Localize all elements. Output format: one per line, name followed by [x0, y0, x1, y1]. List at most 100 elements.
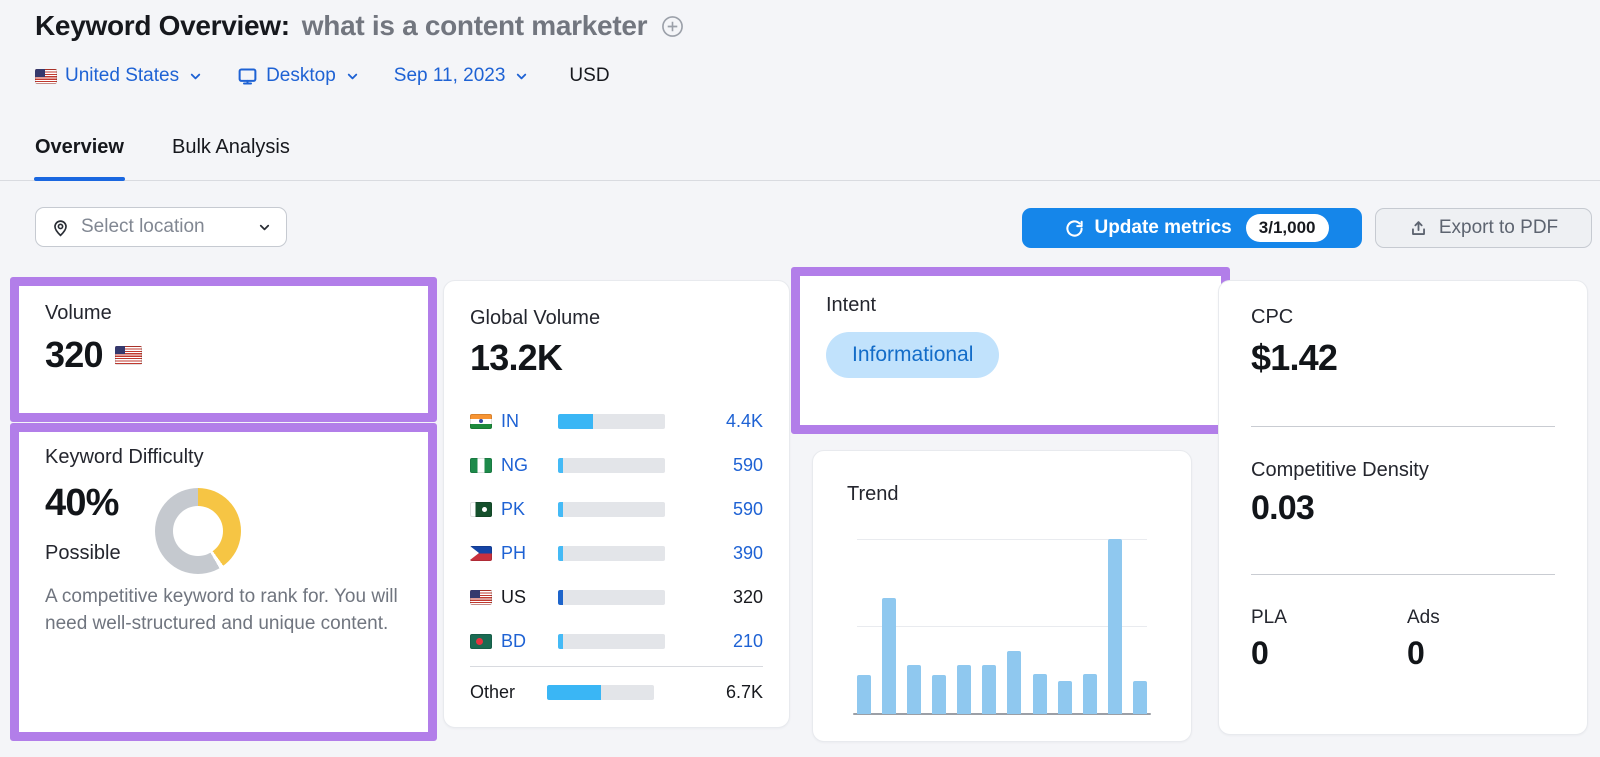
update-metrics-button[interactable]: Update metrics 3/1,000 [1022, 208, 1362, 248]
volume-bar-track [558, 501, 665, 517]
in-flag-icon [470, 413, 492, 429]
trend-title: Trend [847, 483, 899, 505]
trend-bar [1132, 681, 1147, 714]
us-flag-icon [35, 68, 57, 84]
volume-card-title: Volume [45, 302, 112, 324]
page-title: Keyword Overview: [35, 10, 290, 41]
device-filter[interactable]: Desktop [237, 65, 360, 87]
keyword-difficulty-title: Keyword Difficulty [45, 446, 204, 468]
select-location-label: Select location [81, 216, 205, 237]
country-code-label[interactable]: NG [501, 454, 528, 475]
us-flag-icon [114, 345, 142, 365]
pla-value: 0 [1251, 635, 1269, 671]
country-code-label[interactable]: BD [501, 630, 527, 651]
cpc-value: $1.42 [1251, 337, 1338, 378]
chevron-down-icon [188, 69, 203, 84]
global-volume-row: US 320 [470, 575, 763, 619]
add-keyword-icon[interactable] [661, 15, 684, 38]
volume-bar-track [558, 457, 665, 473]
volume-bar-fill [558, 589, 563, 605]
global-volume-rows: IN 4.4K NG 590 PK 590 PH 390 US 320 BD 210 Other 6.7K [470, 399, 763, 714]
filters-row: United States Desktop Sep 11, 2023 USD [35, 60, 610, 92]
trend-bar [1032, 674, 1047, 714]
cpc-card: CPC $1.42 Competitive Density 0.03 PLA 0… [1218, 280, 1588, 735]
country-code-label[interactable]: PH [501, 542, 527, 563]
trend-bar [932, 675, 947, 714]
ng-flag-icon [470, 457, 492, 473]
page-header: Keyword Overview: what is a content mark… [35, 10, 684, 42]
trend-bar [882, 598, 897, 714]
intent-badge: Informational [826, 332, 1000, 378]
volume-bar-fill [558, 633, 563, 649]
ads-value: 0 [1407, 635, 1425, 671]
keyword-difficulty-level: Possible [45, 542, 121, 564]
global-volume-row[interactable]: PH 390 [470, 531, 763, 575]
global-volume-row[interactable]: NG 590 [470, 443, 763, 487]
country-volume-value: 320 [732, 586, 763, 607]
ph-flag-icon [470, 545, 492, 561]
country-code-label: Other [470, 681, 516, 702]
select-location-button[interactable]: Select location [35, 207, 287, 247]
global-volume-title: Global Volume [470, 307, 601, 329]
country-code-label[interactable]: IN [501, 410, 519, 431]
volume-bar-fill [558, 457, 563, 473]
chevron-down-icon [345, 69, 360, 84]
competitive-density-title: Competitive Density [1251, 459, 1429, 481]
database-filter[interactable]: United States [35, 65, 203, 87]
global-volume-row: Other 6.7K [470, 670, 763, 714]
us-flag-icon [470, 589, 492, 605]
volume-bar-track [547, 684, 654, 700]
cpc-title: CPC [1251, 306, 1294, 328]
keyword-difficulty-donut-chart [155, 488, 241, 574]
intent-title: Intent [826, 294, 877, 316]
volume-bar-fill [558, 501, 563, 517]
volume-bar-fill [547, 684, 601, 700]
location-pin-icon [50, 217, 71, 238]
global-volume-row[interactable]: IN 4.4K [470, 399, 763, 443]
update-metrics-label: Update metrics [1094, 217, 1232, 238]
refresh-icon [1065, 219, 1084, 238]
global-volume-row[interactable]: BD 210 [470, 619, 763, 663]
device-filter-label: Desktop [266, 65, 336, 86]
tab-overview[interactable]: Overview [34, 136, 125, 181]
country-volume-value[interactable]: 4.4K [725, 410, 763, 431]
trend-card: Trend [812, 450, 1192, 742]
country-code-label[interactable]: PK [501, 498, 526, 519]
keyword-difficulty-description: A competitive keyword to rank for. You w… [45, 586, 398, 634]
competitive-density-value: 0.03 [1251, 489, 1315, 527]
country-volume-value[interactable]: 590 [732, 498, 763, 519]
trend-bar [1082, 674, 1097, 714]
page-keyword: what is a content marketer [301, 10, 648, 41]
divider [1251, 426, 1555, 427]
chevron-down-icon [514, 69, 529, 84]
country-code-label: US [501, 586, 527, 607]
volume-bar-track [558, 413, 665, 429]
export-to-pdf-label: Export to PDF [1438, 217, 1559, 238]
country-volume-value[interactable]: 210 [732, 630, 763, 651]
volume-bar-track [558, 589, 665, 605]
trend-bar [857, 675, 871, 714]
trend-bar [1057, 681, 1072, 714]
tab-bar: Overview Bulk Analysis [0, 130, 1600, 181]
country-volume-value[interactable]: 390 [732, 542, 763, 563]
global-volume-row[interactable]: PK 590 [470, 487, 763, 531]
tab-bulk-analysis[interactable]: Bulk Analysis [172, 136, 290, 158]
volume-card-highlight: Volume 320 [10, 277, 437, 422]
volume-bar-track [558, 633, 665, 649]
trend-bar [907, 665, 922, 714]
database-filter-label: United States [65, 65, 180, 86]
chevron-down-icon [257, 220, 272, 235]
country-volume-value[interactable]: 590 [732, 454, 763, 475]
global-volume-card: Global Volume 13.2K IN 4.4K NG 590 PK 590 PH 39… [443, 280, 790, 728]
intent-card-highlight: Intent Informational [791, 267, 1230, 434]
export-to-pdf-button[interactable]: Export to PDF [1375, 208, 1592, 248]
country-volume-value: 6.7K [725, 681, 763, 702]
update-metrics-quota-badge: 3/1,000 [1245, 214, 1329, 242]
global-volume-value: 13.2K [470, 337, 563, 378]
ads-title: Ads [1407, 607, 1440, 628]
volume-bar-track [558, 545, 665, 561]
date-filter[interactable]: Sep 11, 2023 [394, 65, 530, 87]
keyword-difficulty-card-highlight: Keyword Difficulty 40% Possible A compet… [10, 423, 437, 741]
trend-bar-chart [857, 539, 1147, 714]
